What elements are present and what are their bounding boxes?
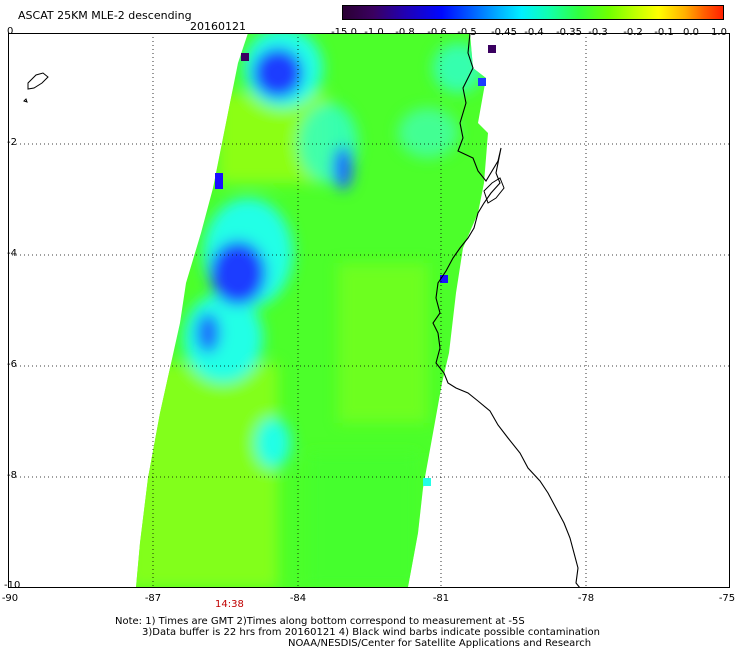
lon-label: -84	[289, 593, 307, 604]
lon-label: -90	[1, 593, 19, 604]
colorbar-label: -0.4	[524, 27, 544, 38]
lon-label: -87	[144, 593, 162, 604]
island-outline	[23, 98, 28, 103]
colorbar-label: -0.8	[395, 27, 415, 38]
lat-label: -4	[7, 248, 17, 259]
lon-label: -81	[432, 593, 450, 604]
footnote-line-1: Note: 1) Times are GMT 2)Times along bot…	[115, 616, 525, 627]
lon-label: -78	[577, 593, 595, 604]
colorbar-label: -15.0	[331, 27, 357, 38]
lat-label: -6	[7, 359, 17, 370]
coastline	[432, 33, 581, 588]
edge-pixel	[488, 45, 496, 53]
colorbar-label: -0.6	[427, 27, 447, 38]
edge-pixel	[423, 478, 431, 486]
colorbar-label: -1.0	[364, 27, 384, 38]
footnote-line-3: NOAA/NESDIS/Center for Satellite Applica…	[288, 638, 592, 649]
map-plot	[8, 33, 730, 588]
map-frame	[8, 33, 730, 588]
edge-pixel	[478, 78, 486, 86]
gulf-island-outline	[483, 177, 505, 204]
colorbar-label: -0.1	[654, 27, 674, 38]
colorbar-label: 1.0	[711, 27, 727, 38]
map-date: 20160121	[190, 20, 246, 33]
lat-label: -8	[7, 470, 17, 481]
edge-pixel	[440, 275, 448, 283]
colorbar-label: -0.3	[588, 27, 608, 38]
island-outline	[27, 72, 49, 90]
colorbar-label: -0.35	[556, 27, 582, 38]
time-label: 14:38	[215, 599, 244, 610]
colorbar-label: -0.5	[457, 27, 477, 38]
wind-swath	[136, 33, 488, 587]
edge-pixel	[215, 173, 223, 189]
lat-label: 0	[7, 26, 14, 37]
colorbar-label: -0.2	[623, 27, 643, 38]
map-title: ASCAT 25KM MLE-2 descending	[18, 9, 192, 22]
colorbar	[342, 5, 724, 20]
footnote-line-2: 3)Data buffer is 22 hrs from 20160121 4)…	[142, 627, 600, 638]
lon-label: -75	[718, 593, 736, 604]
edge-pixel	[241, 53, 249, 61]
lat-label: -2	[7, 137, 17, 148]
colorbar-label: 0.0	[683, 27, 699, 38]
colorbar-label: -0.45	[491, 27, 517, 38]
lat-label: -10	[4, 580, 21, 591]
gridlines	[8, 33, 730, 588]
